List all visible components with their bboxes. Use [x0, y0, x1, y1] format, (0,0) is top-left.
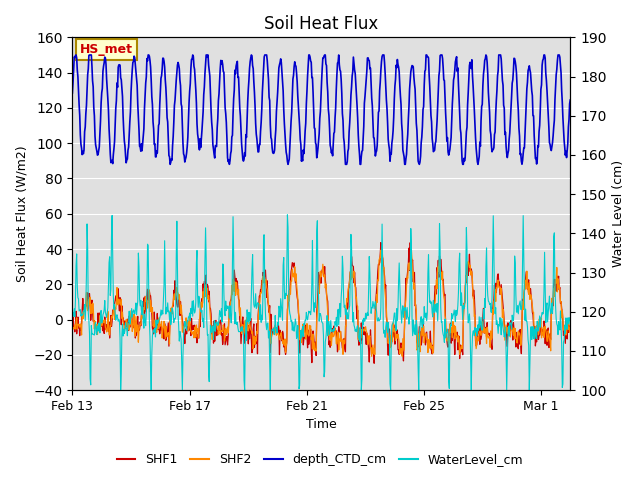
- X-axis label: Time: Time: [306, 419, 337, 432]
- Text: HS_met: HS_met: [80, 43, 133, 56]
- Y-axis label: Water Level (cm): Water Level (cm): [612, 160, 625, 267]
- Legend: SHF1, SHF2, depth_CTD_cm, WaterLevel_cm: SHF1, SHF2, depth_CTD_cm, WaterLevel_cm: [111, 448, 529, 471]
- Title: Soil Heat Flux: Soil Heat Flux: [264, 15, 378, 33]
- Y-axis label: Soil Heat Flux (W/m2): Soil Heat Flux (W/m2): [15, 145, 28, 282]
